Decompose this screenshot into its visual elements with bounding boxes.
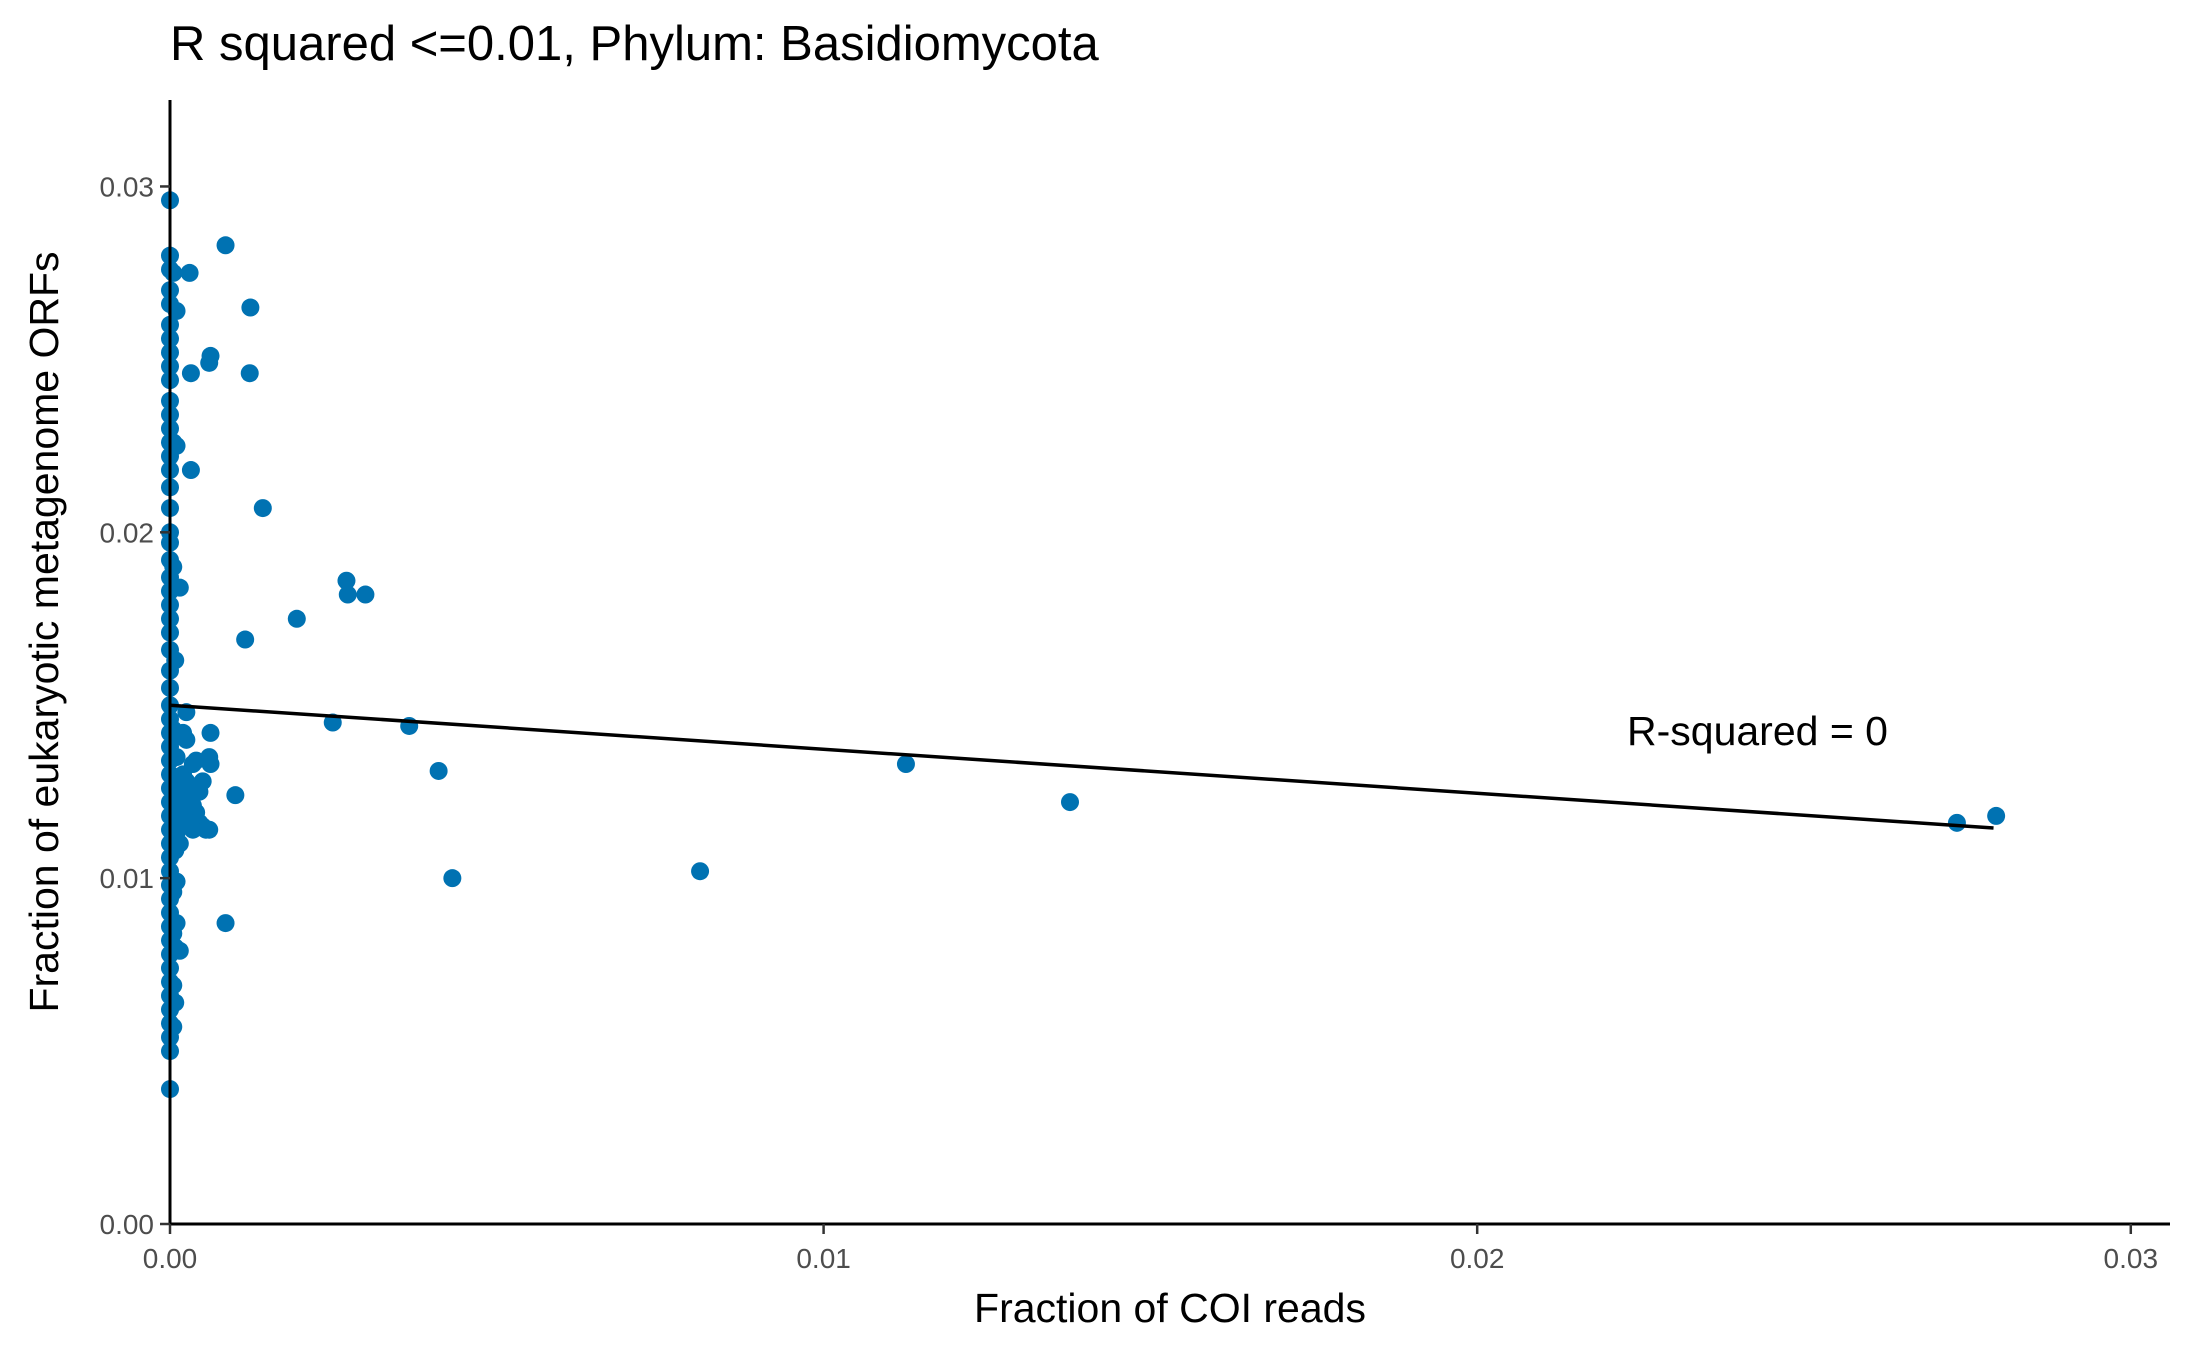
r-squared-annotation: R-squared = 0 [1627, 708, 1888, 754]
data-point [287, 609, 306, 628]
data-point [170, 941, 189, 960]
data-point [167, 748, 186, 767]
data-point [201, 723, 220, 742]
data-point [443, 869, 462, 888]
data-point [170, 834, 189, 853]
points-layer [161, 191, 2006, 1099]
data-point [181, 364, 200, 383]
x-tick-label: 0.01 [796, 1243, 851, 1274]
data-point [167, 301, 186, 320]
data-point [226, 786, 245, 805]
data-point [170, 578, 189, 597]
data-point [240, 364, 259, 383]
data-point [429, 761, 448, 780]
data-point [164, 557, 183, 576]
data-point [1987, 806, 2006, 825]
data-point [201, 346, 220, 365]
data-point [253, 499, 272, 518]
y-tick-label: 0.00 [100, 1209, 155, 1240]
y-tick-label: 0.03 [100, 171, 155, 202]
fit-line-layer [169, 703, 1994, 830]
data-point [337, 571, 356, 590]
x-tick-label: 0.02 [1450, 1243, 1505, 1274]
data-point [236, 630, 255, 649]
data-point [180, 263, 199, 282]
chart-title: R squared <=0.01, Phylum: Basidiomycota [170, 17, 1100, 71]
y-tick-label: 0.02 [100, 517, 155, 548]
data-point [177, 772, 196, 791]
data-point [167, 872, 186, 891]
data-point [1947, 813, 1966, 832]
data-point [201, 755, 220, 774]
data-point [167, 436, 186, 455]
data-point [164, 1017, 183, 1036]
data-point [241, 298, 260, 317]
data-point [164, 976, 183, 995]
data-point [167, 914, 186, 933]
x-axis-ticks: 0.00 0.01 0.02 0.03 [143, 1224, 2158, 1274]
data-point [691, 862, 710, 881]
y-axis-title: Fraction of eukaryotic metagenome ORFs [21, 251, 67, 1012]
data-point [193, 772, 212, 791]
data-point [338, 585, 357, 604]
data-point [177, 730, 196, 749]
x-tick-label: 0.03 [2104, 1243, 2159, 1274]
data-point [164, 263, 183, 282]
data-point [181, 461, 200, 480]
data-point [216, 236, 235, 255]
x-axis-title: Fraction of COI reads [974, 1285, 1366, 1331]
regression-line [169, 703, 1994, 830]
y-tick-label: 0.01 [100, 863, 155, 894]
data-point [216, 914, 235, 933]
data-point [356, 585, 375, 604]
y-axis-ticks: 0.00 0.01 0.02 0.03 [100, 171, 170, 1240]
x-tick-label: 0.00 [143, 1243, 198, 1274]
data-point [200, 820, 219, 839]
data-point [896, 755, 915, 774]
data-point [1061, 793, 1079, 812]
